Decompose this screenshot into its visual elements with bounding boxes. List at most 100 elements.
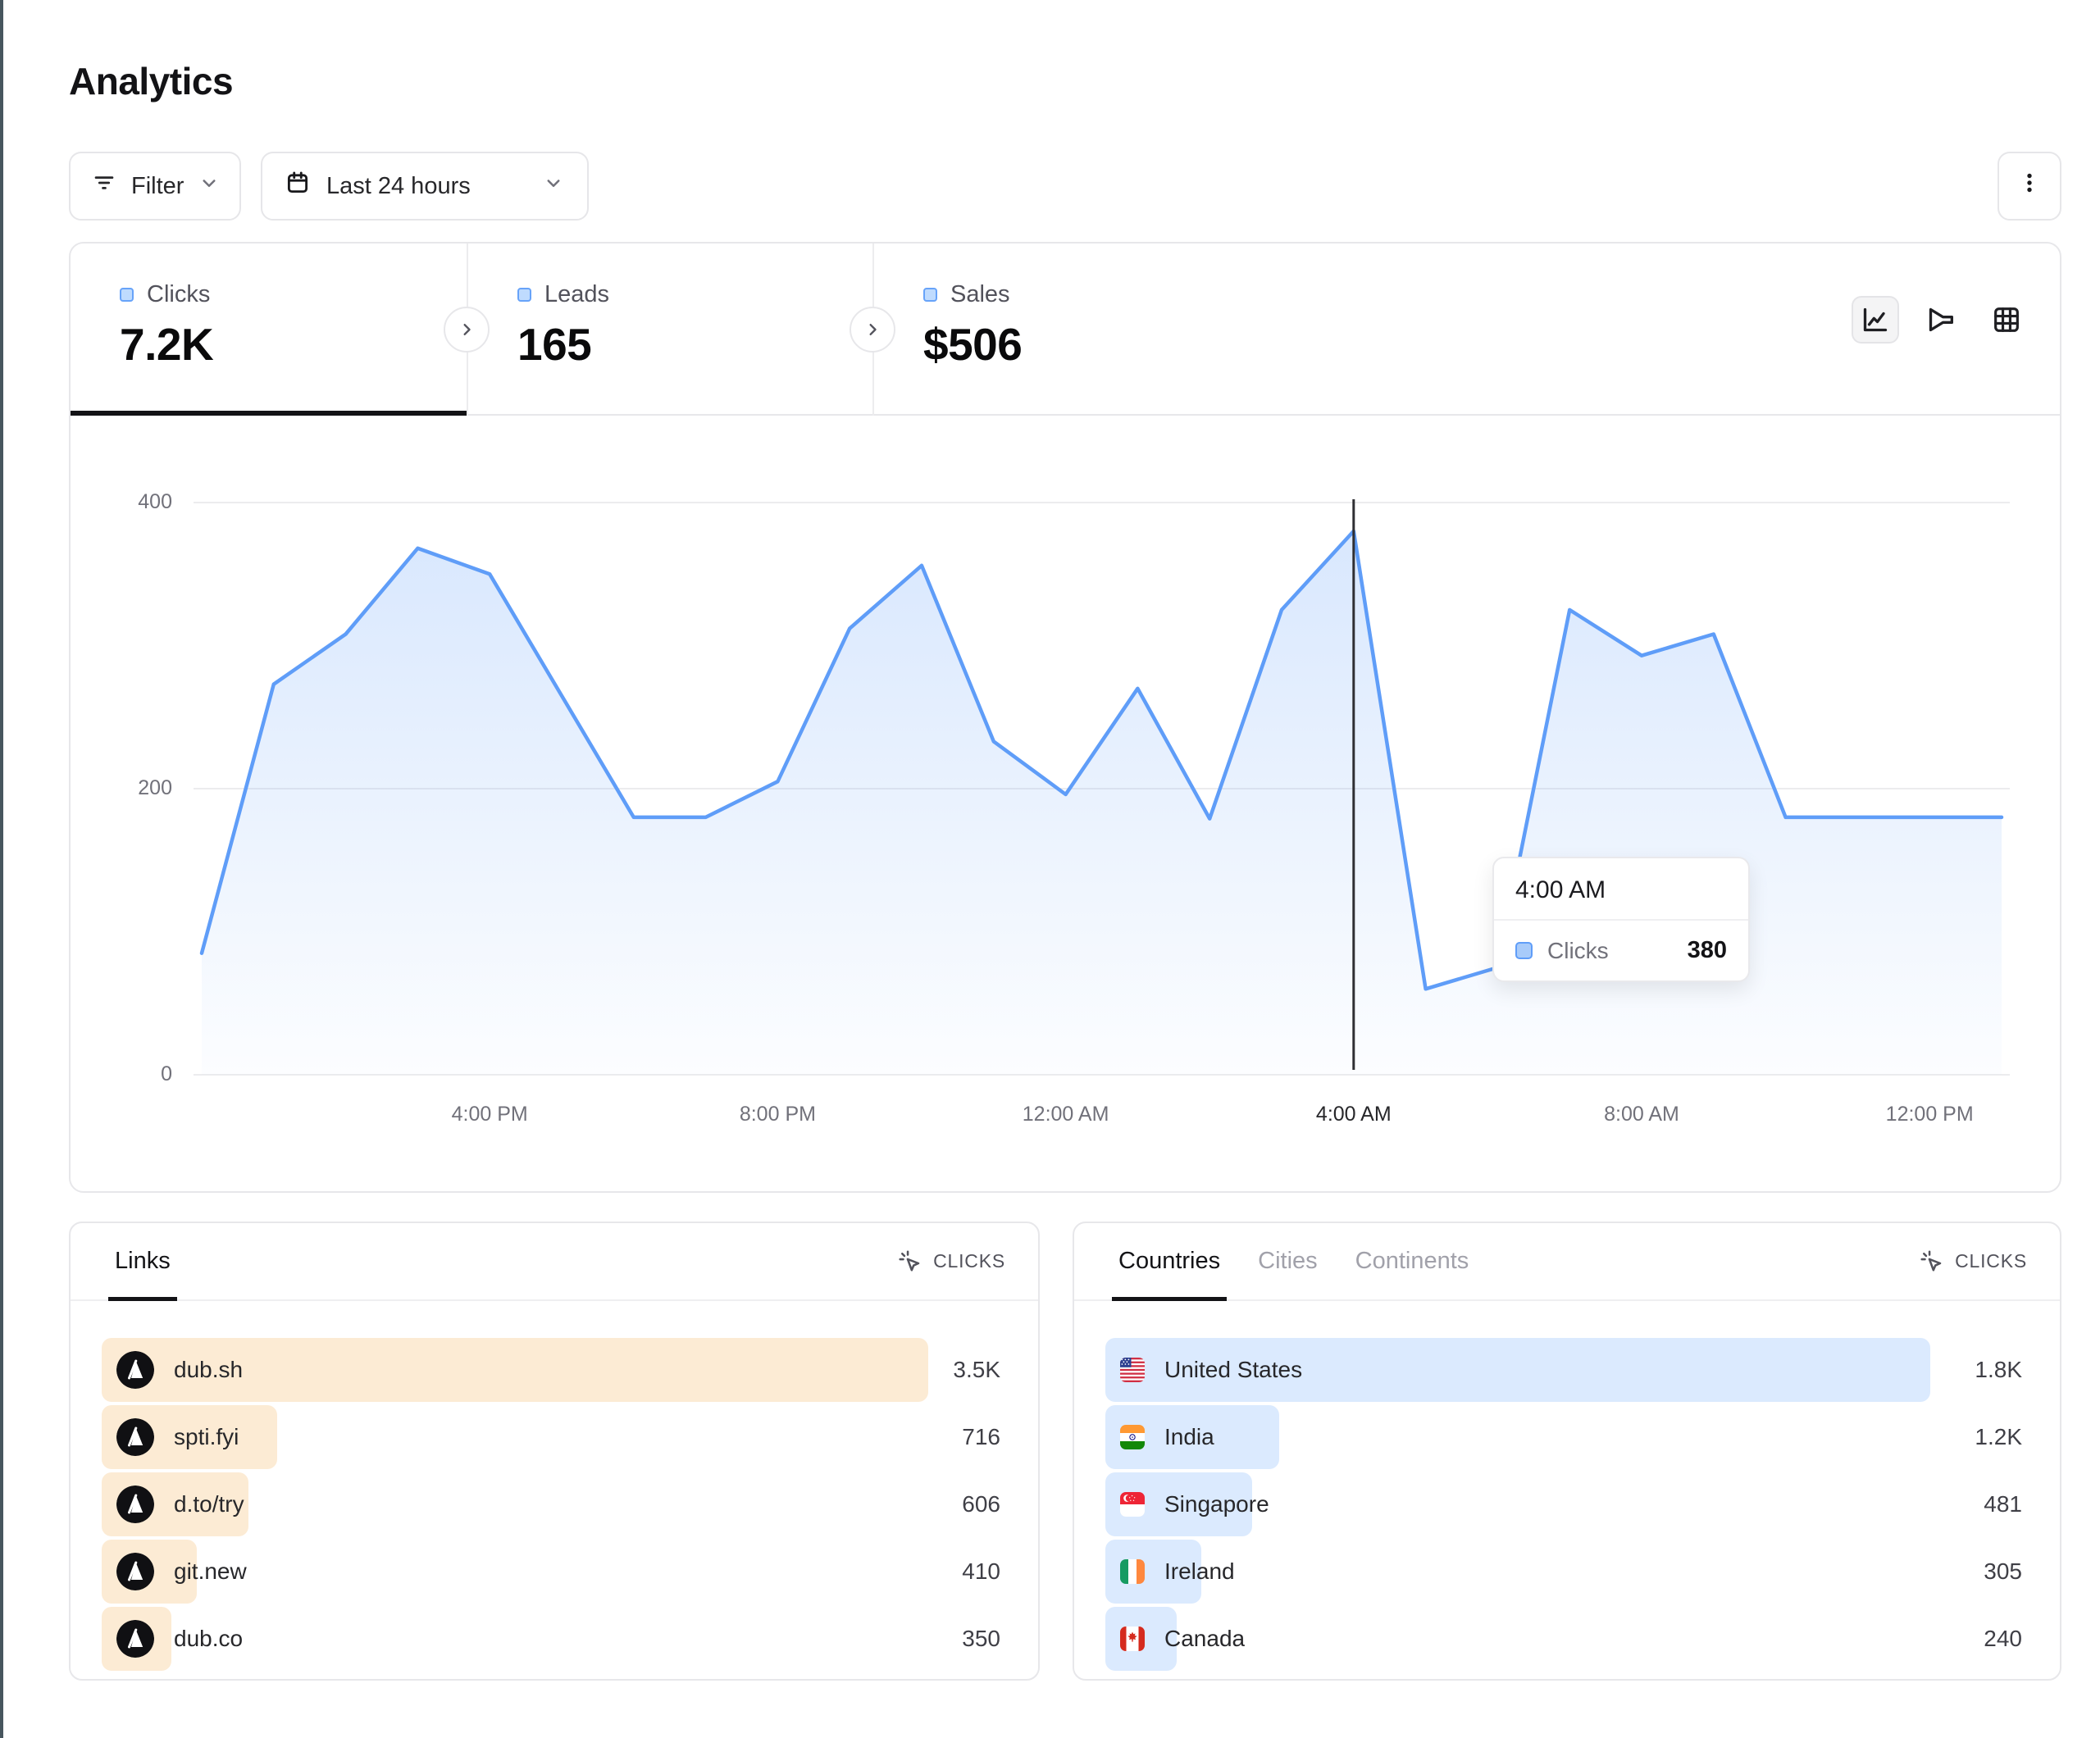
date-range-label: Last 24 hours [326, 172, 471, 199]
country-value: 240 [1984, 1626, 2022, 1651]
country-row[interactable]: India 1.2K [1105, 1405, 2022, 1469]
link-label: d.to/try [174, 1491, 244, 1517]
chart-tooltip: 4:00 AM Clicks 380 [1492, 857, 1750, 982]
us-flag-icon [1120, 1358, 1145, 1382]
tab-leads[interactable]: Leads 165 [467, 243, 872, 416]
link-row[interactable]: git.new 410 [102, 1540, 1000, 1604]
x-axis-tick: 8:00 AM [1604, 1103, 1679, 1126]
page-title: Analytics [69, 60, 234, 102]
sales-legend-square [923, 288, 937, 302]
cursor-click-icon [1920, 1249, 1942, 1272]
stat-divider-chevron-button[interactable] [850, 307, 895, 353]
filter-icon [90, 169, 118, 203]
chevron-down-icon [541, 171, 566, 202]
kebab-icon [2016, 169, 2043, 203]
more-menu-button[interactable] [1998, 152, 2061, 221]
sales-value: $506 [923, 319, 1023, 370]
dub-logo-icon [116, 1620, 154, 1658]
tab-clicks[interactable]: Clicks 7.2K [71, 243, 467, 416]
leads-legend-square [517, 288, 531, 302]
country-label: United States [1164, 1357, 1303, 1382]
date-range-button[interactable]: Last 24 hours [261, 152, 589, 221]
link-value: 410 [962, 1558, 1000, 1584]
clicks-value: 7.2K [120, 319, 214, 370]
stats-row: Clicks 7.2K Leads 165 Sales $506 [71, 243, 2060, 416]
table-view-button[interactable] [1983, 296, 2030, 344]
link-value: 350 [962, 1626, 1000, 1651]
geo-metric-label: CLICKS [1955, 1250, 2027, 1272]
geo-panel: Countries Cities Continents CLICKS United … [1073, 1222, 2061, 1681]
tooltip-legend-square [1515, 942, 1533, 959]
dub-logo-icon [116, 1351, 154, 1389]
y-axis-tick: 400 [138, 490, 172, 513]
filter-button[interactable]: Filter [69, 152, 241, 221]
links-metric-toggle[interactable]: CLICKS [897, 1249, 1005, 1275]
links-metric-label: CLICKS [933, 1250, 1005, 1272]
x-axis-tick: 4:00 AM [1315, 1103, 1392, 1126]
x-axis-tick: 12:00 AM [1022, 1103, 1109, 1126]
tab-links[interactable]: Links [108, 1223, 177, 1301]
country-value: 1.2K [1975, 1424, 2022, 1449]
country-row[interactable]: Ireland 305 [1105, 1540, 2022, 1604]
link-row[interactable]: d.to/try 606 [102, 1472, 1000, 1536]
tooltip-value: 380 [1687, 937, 1727, 963]
link-label: dub.co [174, 1626, 244, 1651]
sg-flag-icon [1120, 1492, 1145, 1517]
country-label: Ireland [1164, 1558, 1235, 1584]
chevron-right-icon [463, 324, 471, 335]
line-chart-icon [1863, 307, 1888, 332]
active-tab-underline [71, 411, 467, 416]
links-list: dub.sh 3.5K spti.fyi 716 d.to/try 606 git.new 4… [102, 1338, 1000, 1674]
country-label: India [1164, 1424, 1214, 1449]
link-value: 606 [962, 1491, 1000, 1517]
clicks-legend-square [120, 288, 134, 302]
dub-logo-icon [116, 1485, 154, 1523]
x-axis-tick: 4:00 PM [451, 1103, 528, 1126]
filter-button-label: Filter [131, 172, 184, 199]
line-chart-view-button[interactable] [1852, 296, 1899, 344]
tab-sales[interactable]: Sales $506 [872, 243, 2063, 416]
funnel-view-button[interactable] [1917, 296, 1965, 344]
geo-panel-header: Countries Cities Continents CLICKS [1074, 1223, 2060, 1301]
link-bar [102, 1338, 929, 1402]
stat-label: Sales [950, 281, 1010, 307]
link-label: spti.fyi [174, 1424, 239, 1449]
link-label: git.new [174, 1558, 247, 1584]
geo-metric-toggle[interactable]: CLICKS [1919, 1249, 2027, 1275]
link-row[interactable]: spti.fyi 716 [102, 1405, 1000, 1469]
ca-flag-icon [1120, 1627, 1145, 1651]
country-row[interactable]: United States 1.8K [1105, 1338, 2022, 1402]
clicks-area-fill [202, 530, 2002, 1075]
clicks-chart[interactable]: 4:00 AM Clicks 380 [194, 489, 2010, 1092]
geo-list: United States 1.8K India 1.2K Singapore 481 Ir… [1105, 1338, 2022, 1674]
y-axis-tick: 0 [161, 1062, 172, 1085]
in-flag-icon [1120, 1425, 1145, 1449]
clicks-line [199, 529, 2004, 991]
x-axis-tick: 12:00 PM [1885, 1103, 1974, 1126]
cursor-click-icon [899, 1249, 920, 1272]
chart-view-switcher [1852, 296, 2030, 344]
links-panel-header: Links CLICKS [71, 1223, 1038, 1301]
country-row[interactable]: Canada 240 [1105, 1607, 2022, 1671]
funnel-icon [1929, 307, 1953, 332]
country-row[interactable]: Singapore 481 [1105, 1472, 2022, 1536]
link-row[interactable]: dub.sh 3.5K [102, 1338, 1000, 1402]
tab-continents[interactable]: Continents [1355, 1248, 1469, 1274]
link-row[interactable]: dub.co 350 [102, 1607, 1000, 1671]
leads-value: 165 [517, 319, 592, 370]
country-label: Singapore [1164, 1491, 1269, 1517]
country-value: 481 [1984, 1491, 2022, 1517]
calendar-icon [284, 169, 312, 203]
link-value: 3.5K [953, 1357, 1000, 1382]
country-value: 1.8K [1975, 1357, 2022, 1382]
tab-cities[interactable]: Cities [1258, 1248, 1318, 1274]
stat-divider-chevron-button[interactable] [444, 307, 490, 353]
chevron-down-icon [197, 171, 221, 202]
tab-countries[interactable]: Countries [1111, 1223, 1228, 1301]
links-panel: Links CLICKS dub.sh 3.5K spti.fyi 716 d.to/t… [69, 1222, 1040, 1681]
y-axis-tick: 200 [138, 776, 172, 799]
stat-label: Leads [544, 281, 610, 307]
country-label: Canada [1164, 1626, 1246, 1651]
country-value: 305 [1984, 1558, 2022, 1584]
